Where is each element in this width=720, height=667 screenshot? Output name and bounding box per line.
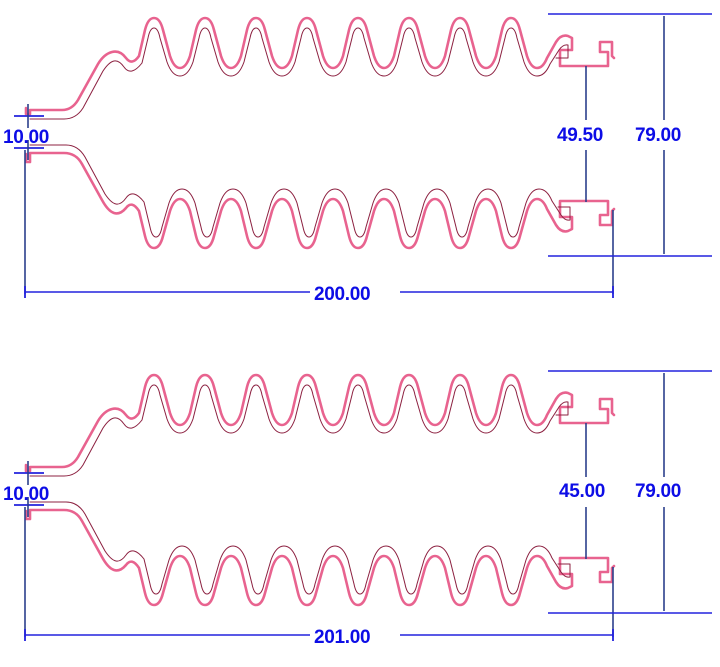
view-top: 10.00 200.00 49.50 79.00 [3,13,712,305]
dim-label-overall-height: 79.00 [635,125,681,146]
upper-strip-top-view [24,16,616,120]
lower-strip-top-view [24,144,616,250]
dim-label-overall-length: 200.00 [314,284,370,305]
upper-strip-bottom-view [24,373,616,477]
dim-label-inner-hook-height: 49.50 [557,125,603,146]
upper-strip-inner-edge [29,27,569,120]
dim-label-inner-hook-height-b: 45.00 [559,481,605,502]
dim-label-overall-height-b: 79.00 [635,481,681,502]
lower-strip-outer-edge [24,151,616,250]
dim-label-overall-length-b: 201.00 [314,627,370,648]
upper-strip-outer-edge-b [24,373,616,473]
lower-strip-outer-edge-b [24,508,616,607]
upper-strip-inner-edge-b [29,384,569,477]
upper-strip-outer-edge [24,16,616,116]
lower-strip-inner-edge [29,144,571,238]
dim-label-left-height: 10.00 [3,127,49,148]
dim-label-left-height-b: 10.00 [3,484,49,505]
dimensions-bottom-view: 10.00 201.00 45.00 79.00 [3,370,712,648]
dimensions-top-view: 10.00 200.00 49.50 79.00 [3,13,712,305]
lower-strip-inner-edge-b [29,501,571,595]
view-bottom: 10.00 201.00 45.00 79.00 [3,370,712,648]
lower-strip-bottom-view [24,501,616,607]
